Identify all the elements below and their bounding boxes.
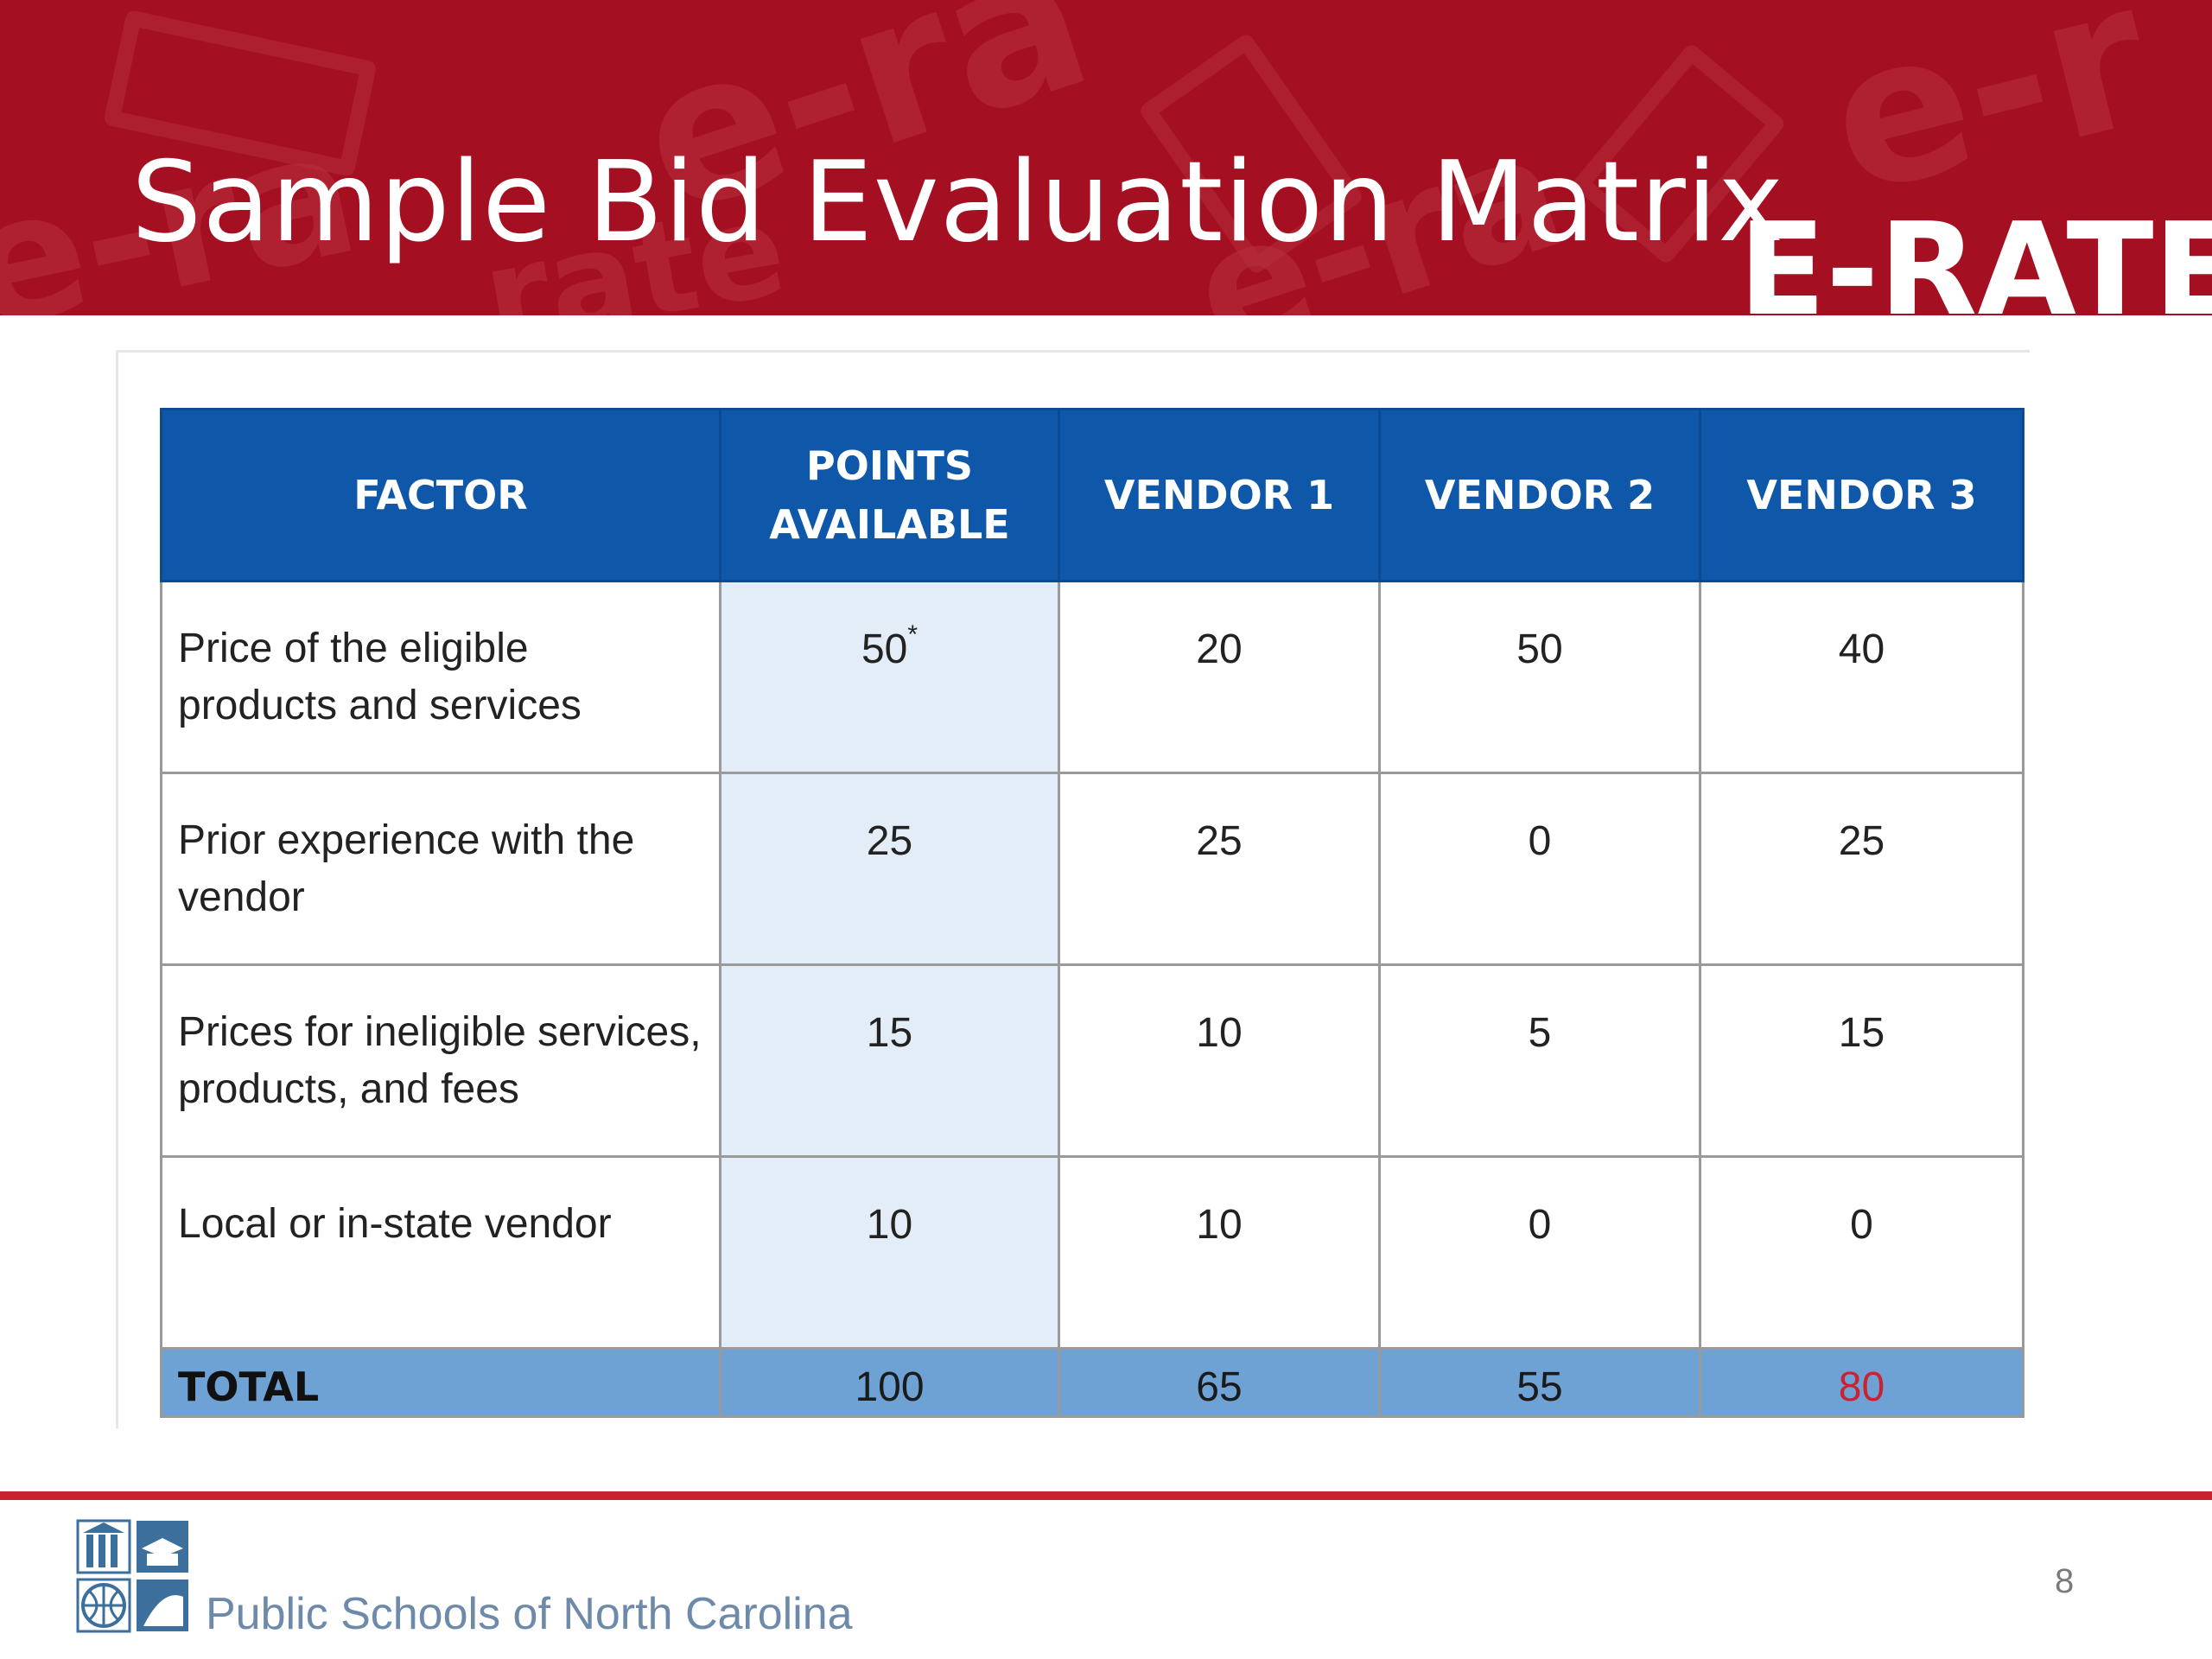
factor-line: Local or in-state vendor [178, 1201, 612, 1247]
factor-line: Prior experience with the [178, 817, 635, 863]
total-vendor2: 55 [1378, 1347, 1701, 1418]
header-banner: e-ra e-ra e-r rate e-ra Sample Bid Evalu… [0, 0, 2212, 315]
header-points-line1: POINTS [806, 442, 973, 489]
points-cell: 15 [719, 963, 1060, 1158]
total-label: TOTAL [160, 1347, 721, 1418]
factor-line: Price of the eligible [178, 626, 529, 671]
organization-name: Public Schools of North Carolina [206, 1589, 853, 1639]
vendor3-score: 25 [1699, 772, 2024, 966]
vendor1-score: 10 [1058, 963, 1381, 1158]
points-value: 50 [861, 626, 908, 672]
points-cell: 10 [719, 1155, 1060, 1350]
table-row: Prices for ineligible services, products… [160, 963, 2024, 1158]
factor-cell: Local or in-state vendor [160, 1155, 721, 1350]
table-row: Price of the eligible products and servi… [160, 580, 2024, 774]
points-cell: 25 [719, 772, 1060, 966]
nc-dpi-logo-icon [76, 1519, 188, 1633]
footer-divider [0, 1491, 2212, 1500]
asterisk-mark: * [907, 620, 918, 649]
factor-line: products and services [178, 683, 582, 728]
vendor3-score: 40 [1699, 580, 2024, 774]
table-row: Prior experience with the vendor 25 25 0… [160, 772, 2024, 966]
header-factor: FACTOR [160, 408, 721, 582]
vendor3-score: 15 [1699, 963, 2024, 1158]
header-points-line2: AVAILABLE [769, 501, 1010, 548]
erate-brand-logo: E-RATE [1738, 206, 2212, 315]
header-vendor-1: VENDOR 1 [1058, 408, 1381, 582]
table-header-row: FACTOR POINTS AVAILABLE VENDOR 1 VENDOR … [160, 408, 2024, 582]
factor-cell: Prices for ineligible services, products… [160, 963, 721, 1158]
total-vendor1: 65 [1058, 1347, 1381, 1418]
points-cell: 50* [719, 580, 1060, 774]
banner-watermark-word: e-r [1808, 0, 2171, 240]
header-vendor-2: VENDOR 2 [1378, 408, 1701, 582]
factor-cell: Price of the eligible products and servi… [160, 580, 721, 774]
slide-title: Sample Bid Evaluation Matrix [131, 138, 1784, 267]
vendor1-score: 10 [1058, 1155, 1381, 1350]
table-row: Local or in-state vendor 10 10 0 0 [160, 1155, 2024, 1350]
total-row: TOTAL 100 65 55 80 [160, 1347, 2024, 1418]
bid-evaluation-table: FACTOR POINTS AVAILABLE VENDOR 1 VENDOR … [160, 408, 2024, 1418]
factor-line: vendor [178, 874, 305, 920]
total-points: 100 [719, 1347, 1060, 1418]
factor-line: Prices for ineligible services, [178, 1009, 702, 1055]
header-vendor-3: VENDOR 3 [1699, 408, 2024, 582]
factor-cell: Prior experience with the vendor [160, 772, 721, 966]
vendor3-score: 0 [1699, 1155, 2024, 1350]
vendor2-score: 50 [1378, 580, 1701, 774]
vendor2-score: 0 [1378, 772, 1701, 966]
page-number: 8 [2055, 1562, 2075, 1600]
vendor1-score: 20 [1058, 580, 1381, 774]
header-points-available: POINTS AVAILABLE [719, 408, 1060, 582]
total-vendor3: 80 [1699, 1347, 2024, 1418]
vendor2-score: 0 [1378, 1155, 1701, 1350]
vendor1-score: 25 [1058, 772, 1381, 966]
vendor2-score: 5 [1378, 963, 1701, 1158]
factor-line: products, and fees [178, 1066, 519, 1112]
